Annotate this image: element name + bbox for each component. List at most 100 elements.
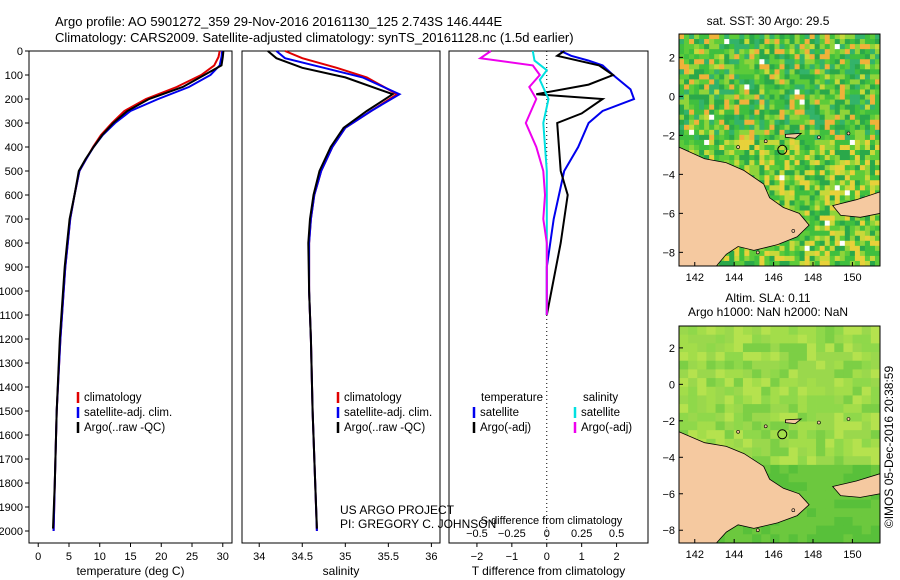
legend-head-salinity: salinity [583, 392, 618, 404]
map-x-tick-label: 146 [764, 272, 782, 284]
series-line [477, 50, 548, 315]
manus-island [785, 132, 803, 139]
legend-entry: satellite [480, 407, 519, 419]
series-line [267, 50, 395, 529]
islet [791, 229, 796, 233]
y-tick-label: 1700 [0, 454, 23, 466]
sst-map: 142 144 146 148 150 2 0 −2 −4 −6 −8 [662, 33, 881, 284]
y-tick-label: 600 [5, 190, 23, 202]
x-tick-label: 10 [94, 551, 106, 563]
map-x-tick-label: 144 [725, 272, 743, 284]
title-line-1: Argo profile: AO 5901272_359 29-Nov-2016… [55, 14, 503, 29]
x-tick-label: −2 [471, 551, 484, 563]
map-x-tick-label: 148 [804, 549, 822, 561]
map-x-tick-label: 150 [843, 549, 861, 561]
y-tick-label: 1000 [0, 286, 23, 298]
s-tick-label: −0.5 [466, 528, 488, 540]
plot-frame [448, 50, 649, 544]
y-tick-label: 700 [5, 214, 23, 226]
map-y-tick-label: 0 [669, 91, 675, 103]
credit-project: US ARGO PROJECT [340, 503, 455, 517]
islet [763, 424, 768, 429]
x-tick-label: −1 [506, 551, 519, 563]
x-tick-label: 34 [253, 551, 265, 563]
manus-island [785, 418, 803, 425]
y-tick-label: 300 [5, 118, 23, 130]
legend-head-temperature: temperature [481, 392, 543, 404]
map-frame [678, 325, 881, 544]
x-tick-label: 0 [544, 551, 550, 563]
y-tick-label: 1300 [0, 358, 23, 370]
map-y-tick-label: −6 [662, 489, 675, 501]
x-tick-label: 1 [579, 551, 585, 563]
x-tick-label: 0 [35, 551, 41, 563]
map-y-tick-label: −8 [662, 525, 675, 537]
argo-position-marker [777, 144, 788, 155]
imos-credit: ©IMOS 05-Dec-2016 20:38:59 [882, 366, 896, 529]
s-tick-label: −0.25 [498, 528, 526, 540]
sla-map-title-1: Altim. SLA: 0.11 [725, 291, 810, 305]
y-tick-label: 400 [5, 142, 23, 154]
islet [736, 145, 740, 149]
x-tick-label: 30 [217, 551, 229, 563]
x-tick-label: 35 [339, 551, 351, 563]
series-line [52, 50, 225, 529]
map-y-tick-label: −2 [662, 416, 675, 428]
salinity-panel: 34 34.5 35 35.5 36 salinity climatology satelli… [241, 50, 441, 578]
y-tick-label: 1800 [0, 478, 23, 490]
legend-entry: climatology [84, 392, 142, 404]
map-y-tick-label: 2 [669, 52, 675, 64]
argo-position-marker [777, 429, 788, 440]
y-tick-label: 100 [5, 70, 23, 82]
legend-entry: Argo(-adj) [581, 422, 632, 434]
title-line-2: Climatology: CARS2009. Satellite-adjuste… [55, 30, 574, 45]
x-tick-label: 20 [155, 551, 167, 563]
y-tick-label: 900 [5, 262, 23, 274]
map-frame [678, 33, 881, 267]
map-y-tick-label: −2 [662, 130, 675, 142]
series-line [531, 50, 550, 315]
map-x-tick-label: 142 [686, 272, 704, 284]
islet [755, 528, 760, 533]
s-tick-label: 0 [544, 528, 550, 540]
y-tick-label: 1500 [0, 406, 23, 418]
y-tick-label: 200 [5, 94, 23, 106]
x-axis-label: salinity [323, 564, 360, 578]
map-y-tick-label: −6 [662, 208, 675, 220]
legend-entry: Argo(..raw -QC) [344, 422, 425, 434]
legend-entry: Argo(-adj) [480, 422, 531, 434]
series-line [545, 50, 636, 315]
legend-entry: climatology [344, 392, 402, 404]
x-tick-label: 2 [614, 551, 620, 563]
series-line [536, 50, 616, 316]
x-tick-label: 35.5 [378, 551, 399, 563]
legend-entry: satellite [581, 407, 620, 419]
y-tick-label: 1900 [0, 502, 23, 514]
new-guinea-land [678, 146, 810, 267]
map-x-tick-label: 150 [843, 272, 861, 284]
x-tick-label: 15 [124, 551, 136, 563]
x-tick-label: 36 [425, 551, 437, 563]
x-tick-label: 34.5 [292, 551, 313, 563]
islet [736, 429, 740, 434]
x-axis-label: T difference from climatology [472, 564, 626, 578]
map-x-tick-label: 144 [725, 549, 743, 561]
y-tick-label: 1200 [0, 334, 23, 346]
legend-entry: satellite-adj. clim. [344, 407, 432, 419]
islet [763, 139, 768, 143]
y-tick-label: 2000 [0, 526, 23, 538]
map-y-tick-label: 2 [669, 343, 675, 355]
y-tick-label: 1400 [0, 382, 23, 394]
sla-map-title-2: Argo h1000: NaN h2000: NaN [688, 305, 848, 319]
y-tick-label: 800 [5, 238, 23, 250]
map-y-tick-label: 0 [669, 379, 675, 391]
legend-entry: satellite-adj. clim. [84, 407, 172, 419]
legend-entry: Argo(..raw -QC) [84, 422, 165, 434]
plot-frame [28, 50, 233, 544]
x-axis-label: temperature (deg C) [76, 564, 184, 578]
y-tick-label: 1100 [0, 310, 23, 322]
y-tick-label: 1600 [0, 430, 23, 442]
credit-pi: PI: GREGORY C. JOHNSON [340, 517, 496, 531]
islet [817, 420, 821, 425]
s-tick-label: 0.5 [609, 528, 624, 540]
